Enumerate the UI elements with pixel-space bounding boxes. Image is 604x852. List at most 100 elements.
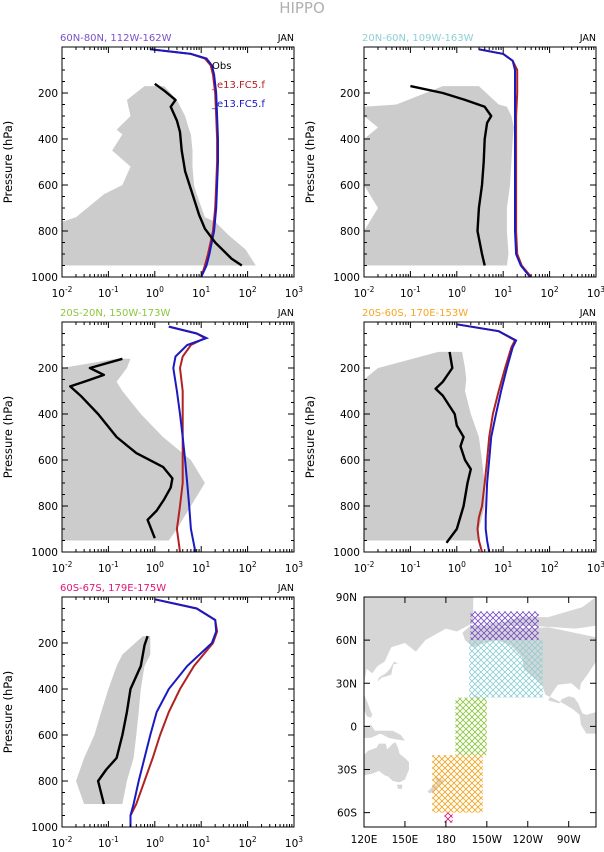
panel-title: 20N-60N, 109W-163W [362, 33, 474, 44]
land [364, 742, 409, 783]
y-tick-label: 600 [38, 455, 58, 467]
panel-title: 60S-67S, 179E-175W [60, 583, 166, 594]
region-box [469, 640, 543, 698]
y-axis-label: Pressure (hPa) [303, 396, 317, 479]
x-tick-label: 100 [146, 285, 164, 300]
y-axis-label: Pressure (hPa) [1, 396, 15, 479]
figure-title: HIPPO [279, 0, 325, 17]
model-blue-line [168, 325, 210, 552]
y-tick-label: 200 [38, 88, 58, 100]
model-blue-line [456, 323, 518, 552]
land [585, 607, 596, 616]
x-tick-label: 100 [448, 285, 466, 300]
x-tick-label: 101 [192, 560, 210, 575]
x-tick-label: 10-2 [354, 285, 375, 300]
x-tick-label: 103 [587, 285, 604, 300]
y-tick-label: 600 [340, 455, 360, 467]
panel-1: 60N-80N, 112W-162W JAN 200 400 600 800 1000 Pre… [1, 33, 303, 300]
y-tick-label: 400 [38, 409, 58, 421]
y-tick-label: 800 [38, 226, 58, 238]
lon-tick-label: 150E [392, 834, 419, 846]
month-label: JAN [277, 308, 294, 319]
plot-area [364, 48, 532, 277]
x-tick-label: 10-2 [52, 835, 73, 850]
obs-line [434, 351, 472, 544]
y-tick-label: 1000 [31, 272, 58, 284]
lat-tick-label: 60N [336, 635, 357, 647]
y-tick-label: 400 [340, 409, 360, 421]
land [459, 597, 596, 629]
x-tick-label: 101 [494, 285, 512, 300]
lon-tick-label: 90W [557, 834, 581, 846]
lat-tick-label: 60S [337, 808, 357, 820]
x-tick-label: 102 [541, 285, 559, 300]
y-tick-label: 800 [38, 501, 58, 513]
y-tick-label: 200 [340, 363, 360, 375]
y-tick-label: 600 [38, 180, 58, 192]
x-tick-label: 100 [448, 560, 466, 575]
land [462, 625, 596, 734]
y-tick-label: 1000 [31, 822, 58, 834]
x-tick-label: 10-1 [98, 835, 119, 850]
x-tick-label: 103 [285, 560, 303, 575]
legend-model-red: _e13.FC5.f [211, 80, 265, 91]
y-tick-label: 1000 [333, 547, 360, 559]
x-tick-label: 100 [146, 835, 164, 850]
land [377, 661, 399, 682]
region-box [455, 697, 487, 756]
land [364, 597, 474, 684]
lon-tick-label: 120E [351, 834, 378, 846]
y-tick-label: 400 [340, 134, 360, 146]
region-box [470, 611, 539, 641]
x-tick-label: 10-2 [354, 560, 375, 575]
y-axis-label: Pressure (hPa) [1, 671, 15, 754]
x-tick-label: 102 [541, 560, 559, 575]
lon-tick-label: 120W [513, 834, 544, 846]
x-tick-label: 101 [192, 285, 210, 300]
lat-tick-label: 30N [336, 678, 357, 690]
x-tick-label: 101 [494, 560, 512, 575]
x-tick-label: 10-2 [52, 285, 73, 300]
region-box [432, 755, 483, 813]
lon-tick-label: 150W [472, 834, 503, 846]
model-red-line [129, 598, 219, 827]
plot-area [62, 325, 210, 552]
month-label: JAN [579, 33, 596, 44]
x-tick-label: 101 [192, 835, 210, 850]
lat-tick-label: 0 [350, 721, 357, 733]
month-label: JAN [277, 583, 294, 594]
model-blue-line [150, 48, 219, 277]
legend-model-blue: _e13.FC5.f [211, 99, 265, 110]
x-tick-label: 102 [239, 285, 257, 300]
panel-title: 60N-80N, 112W-162W [60, 33, 172, 44]
map-frame [363, 596, 597, 828]
land [364, 694, 373, 718]
land [364, 724, 405, 741]
y-axis-label: Pressure (hPa) [303, 121, 317, 204]
x-tick-label: 10-1 [98, 285, 119, 300]
lon-tick-label: 180 [436, 834, 456, 846]
y-tick-label: 200 [340, 88, 360, 100]
panel-6: 120E 150E 180 150W 120W 90W 90N 60N 30N 0 30S 60S [336, 592, 597, 846]
y-tick-label: 1000 [31, 547, 58, 559]
y-tick-label: 800 [340, 226, 360, 238]
obs-range-band [364, 351, 485, 541]
x-tick-label: 102 [239, 560, 257, 575]
x-tick-label: 10-1 [98, 560, 119, 575]
panel-2: 20N-60N, 109W-163W JAN 200 400 600 800 1000 Pre… [303, 33, 604, 300]
x-tick-label: 10-1 [400, 285, 421, 300]
region-box [444, 812, 453, 823]
plot-area [76, 598, 219, 827]
model-blue-line [478, 48, 531, 277]
obs-line [410, 84, 493, 266]
obs-range-band [364, 86, 514, 266]
panel-title: 20S-60S, 170E-153W [362, 308, 468, 319]
lat-tick-label: 90N [336, 592, 357, 604]
x-tick-label: 103 [285, 835, 303, 850]
model-blue-line [129, 598, 218, 827]
x-tick-label: 10-1 [400, 560, 421, 575]
obs-line [154, 82, 243, 267]
panel-4: 20S-60S, 170E-153W JAN 200 400 600 800 1000 Pre… [303, 308, 604, 575]
y-tick-label: 800 [38, 776, 58, 788]
